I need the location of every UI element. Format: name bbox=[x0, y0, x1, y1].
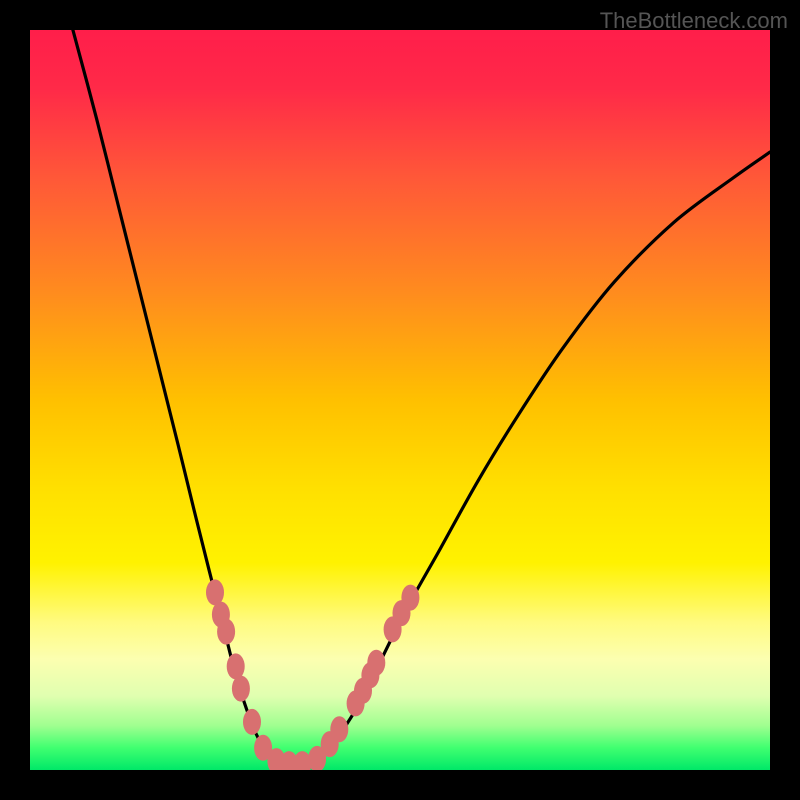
watermark-text: TheBottleneck.com bbox=[600, 8, 788, 34]
data-marker bbox=[217, 619, 235, 645]
data-marker bbox=[330, 716, 348, 742]
data-marker bbox=[401, 585, 419, 611]
data-marker bbox=[243, 709, 261, 735]
data-marker bbox=[227, 653, 245, 679]
plot-area bbox=[30, 30, 770, 770]
data-marker bbox=[232, 676, 250, 702]
data-marker bbox=[367, 650, 385, 676]
bottleneck-curve bbox=[30, 30, 770, 770]
data-marker bbox=[206, 579, 224, 605]
